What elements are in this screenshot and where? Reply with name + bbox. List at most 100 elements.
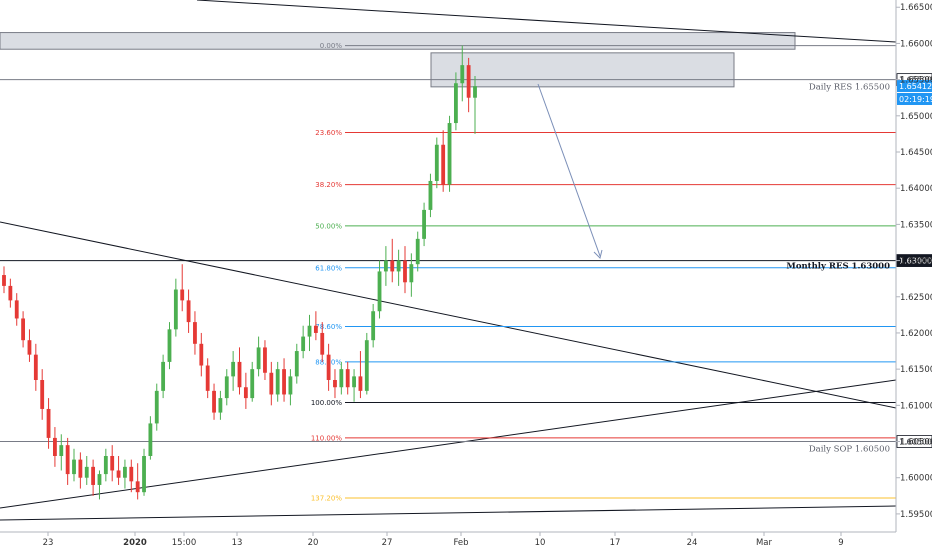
candle-body [377,271,382,312]
candle-body [441,144,446,185]
candle-body [434,144,439,181]
level-price-badge-text: 1.63000 [899,257,932,266]
candle-body [173,289,178,330]
candle-body [14,300,19,319]
candle-body [282,369,286,395]
x-tick-label: 10 [535,538,546,548]
fib-level-label: 61.80% [315,264,342,272]
candle-body [148,423,153,456]
countdown-text: 02:19:19 [899,95,932,104]
candle-body [180,289,185,301]
candle-body [21,318,26,341]
level-annotation: Monthly RES 1.63000 [786,262,890,272]
x-tick-label: 9 [838,538,843,548]
candle-body [167,329,172,362]
candle-body [301,336,306,352]
candle-body [129,466,134,482]
y-tick-label: 1.60000 [900,474,932,484]
ascending-trendline [0,379,897,509]
candle-body [40,380,45,409]
fib-level-label: 137.20% [311,494,342,502]
y-tick-label: 1.59500 [900,510,932,520]
countdown-badge [897,92,932,105]
x-tick-label: 24 [687,538,698,548]
candle-body [212,390,216,413]
y-tick-label: 1.63500 [900,220,932,230]
candle-body [307,325,312,337]
candles [2,45,477,500]
candle-body [243,387,248,399]
candle-body [142,456,146,493]
candle-body [72,459,76,475]
candle-body [186,300,191,323]
projection-arrow [537,83,603,259]
candle-body [2,275,6,286]
candle-body [352,376,356,388]
y-tick-label: 1.61500 [900,365,932,375]
candle-body [205,365,210,391]
candle-body [345,369,350,388]
candle-body [46,408,51,438]
candle-body [403,260,407,283]
candle-body [371,311,376,341]
x-tick-label: 27 [382,538,393,548]
fib-level-label: 78.60% [315,323,342,331]
candle-body [65,445,70,475]
projection-arrow-line [537,83,601,257]
candle-body [428,180,433,210]
candle-body [78,459,83,478]
candle-body [453,83,458,124]
candle-body [110,456,115,471]
candle-body [161,361,166,391]
candle-body [250,369,255,399]
x-tick-label: 23 [43,538,54,548]
x-tick-label: 15:00 [172,538,197,548]
level-annotation: Daily RES 1.65500 [809,83,890,93]
candle-body [466,65,471,98]
levels: Daily RES 1.65500 1.65500 Monthly RES 1.63… [0,73,932,455]
candle-body [199,343,204,366]
candle-body [422,209,426,239]
fib-level-label: 50.00% [315,222,342,230]
candle-body [123,466,127,478]
candle-body [460,65,465,84]
candle-body [59,445,64,456]
fib-level-label: 110.00% [311,434,342,442]
candle-body [339,369,344,388]
fib-level-label: 100.00% [311,399,342,407]
candle-body [326,354,331,380]
candle-body [288,376,293,395]
candle-body [390,260,395,272]
candle-body [383,260,388,272]
candle-body [396,260,401,272]
candle-body [415,238,420,265]
bottom-trendline [0,505,897,521]
candle-body [473,86,477,98]
x-tick-label: 13 [232,538,243,548]
level-annotation: Daily SOP 1.60500 [809,445,890,455]
projection-arrow-head [593,249,603,259]
y-tick-label: 1.64000 [900,184,932,194]
candle-body [103,456,108,475]
candle-body [231,361,236,377]
zones [0,32,796,88]
candle-body [256,347,261,370]
level-price-badge-text: 1.60500 [899,438,932,447]
candle-body [224,376,229,399]
candle-body [358,376,363,391]
y-tick-label: 1.65500 [900,76,932,86]
candle-body [97,474,102,485]
candle-body [275,369,280,395]
upper-resistance-zone [0,32,796,50]
candle-body [364,340,369,391]
candle-body [313,325,318,333]
candle-body [8,285,13,301]
fib-level-label: 38.20% [315,181,342,189]
candle-body [27,340,32,355]
candle-body [447,123,452,185]
x-tick-label: Mar [756,538,773,548]
candle-body [33,354,38,380]
descending-trendline [0,221,897,409]
